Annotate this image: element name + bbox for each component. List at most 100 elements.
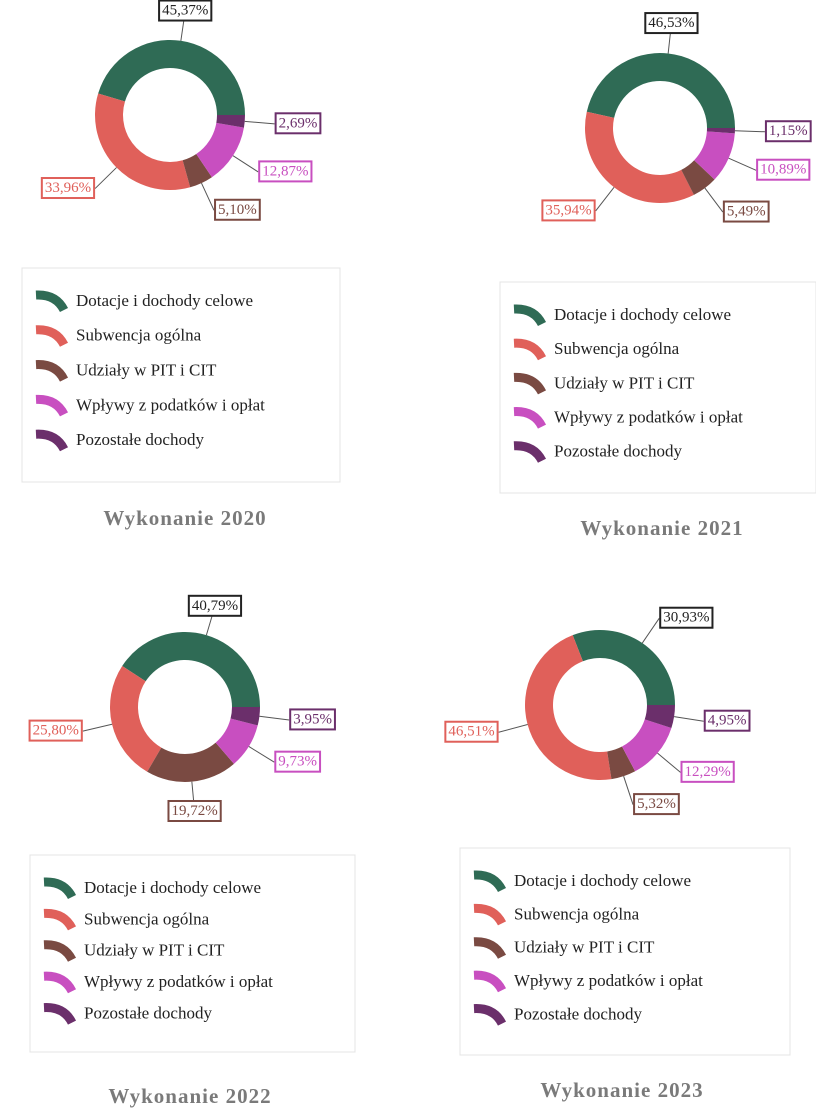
donut-slice xyxy=(572,630,675,705)
legend-label: Udziały w PIT i CIT xyxy=(76,361,217,380)
value-label-box xyxy=(680,760,735,783)
donut-slice xyxy=(147,742,234,782)
donut-slice xyxy=(182,153,212,188)
value-label-box xyxy=(764,120,812,143)
legend-label: Wpływy z podatków i opłat xyxy=(84,972,273,991)
donut-chart: 40,79% 25,80% 19,72% 9,73% 3,95% Dotacje i do… xyxy=(28,594,356,1108)
donut-slice xyxy=(644,705,675,728)
value-label-box xyxy=(644,12,699,35)
value-label: 33,96% xyxy=(45,180,91,196)
donut-slice xyxy=(586,52,735,128)
donut-slice xyxy=(585,111,694,204)
leader-line xyxy=(657,752,681,773)
leader-line xyxy=(498,724,528,733)
legend-label: Subwencja ogólna xyxy=(76,326,202,345)
legend-icon xyxy=(35,394,69,417)
legend-label: Pozostałe dochody xyxy=(554,442,682,461)
chart-title: Wykonanie 2021 xyxy=(580,516,743,540)
value-label: 5,10% xyxy=(218,202,257,218)
legend-icon xyxy=(513,338,547,361)
donut-slice xyxy=(694,131,735,180)
value-label: 2,69% xyxy=(279,115,318,131)
legend-icon xyxy=(43,940,77,963)
value-label-box xyxy=(722,200,770,223)
donut-slice xyxy=(622,719,672,772)
legend-icon xyxy=(473,970,507,993)
value-label: 30,93% xyxy=(663,610,709,626)
value-label: 45,37% xyxy=(162,3,208,19)
donut-slice xyxy=(215,718,258,764)
legend-label: Dotacje i dochody celowe xyxy=(514,871,691,890)
legend-icon xyxy=(513,304,547,327)
leader-line xyxy=(641,618,660,644)
donut-slice xyxy=(525,635,612,780)
value-label-box xyxy=(274,750,322,773)
legend-box xyxy=(459,847,791,1056)
legend-icon xyxy=(513,372,547,395)
legend-icon xyxy=(473,1004,507,1026)
leader-line xyxy=(728,157,757,171)
donut-slice xyxy=(98,40,245,115)
legend-icon xyxy=(35,325,69,348)
value-label: 46,53% xyxy=(648,15,694,31)
legend-label: Wpływy z podatków i opłat xyxy=(76,395,265,414)
legend-icon xyxy=(473,937,507,960)
legend-label: Pozostałe dochody xyxy=(84,1004,212,1023)
donut-slice xyxy=(216,115,245,128)
value-label-box xyxy=(258,160,313,183)
value-label-box xyxy=(158,0,213,22)
legend-icon xyxy=(43,971,77,994)
leader-line xyxy=(595,186,615,212)
value-label-box xyxy=(214,198,261,221)
legend-icon xyxy=(35,360,69,382)
legend-label: Subwencja ogólna xyxy=(554,339,680,358)
value-label: 25,80% xyxy=(33,723,79,739)
value-label: 9,73% xyxy=(278,754,317,770)
legend-label: Wpływy z podatków i opłat xyxy=(514,971,703,990)
value-label-box xyxy=(187,594,243,617)
leader-line xyxy=(734,130,765,133)
value-label: 40,79% xyxy=(192,598,238,614)
leader-line xyxy=(623,776,634,805)
legend-label: Subwencja ogólna xyxy=(84,909,210,928)
legend-icon xyxy=(473,903,507,926)
legend-box xyxy=(499,281,816,494)
legend-icon xyxy=(43,908,77,931)
donut-slice xyxy=(230,707,260,726)
value-label-box xyxy=(40,177,96,200)
donut-chart: 30,93% 46,51% 5,32% 12,29% 4,95% Dotacje i do… xyxy=(444,606,791,1102)
leader-line xyxy=(704,187,724,213)
value-label: 1,15% xyxy=(769,123,808,139)
chart-title: Wykonanie 2023 xyxy=(540,1078,703,1102)
donut-chart: 46,53% 35,94% 5,49% 10,89% 1,15% Dotacje i do… xyxy=(499,12,816,540)
legend-icon xyxy=(35,290,69,313)
leader-line xyxy=(201,182,215,211)
legend-label: Udziały w PIT i CIT xyxy=(514,938,655,957)
leader-line xyxy=(674,716,704,722)
legend-label: Dotacje i dochody celowe xyxy=(554,305,731,324)
leader-line xyxy=(248,746,275,763)
value-label: 12,29% xyxy=(685,764,731,780)
value-label: 4,95% xyxy=(708,713,747,729)
value-label-box xyxy=(541,199,596,222)
legend-icon xyxy=(513,441,547,464)
value-label: 3,95% xyxy=(293,711,332,727)
chart-title: Wykonanie 2022 xyxy=(108,1084,271,1108)
legend-icon xyxy=(43,877,77,900)
legend-label: Dotacje i dochody celowe xyxy=(84,878,261,897)
legend-label: Wpływy z podatków i opłat xyxy=(554,408,743,427)
donut-slice xyxy=(196,122,244,178)
leader-line xyxy=(259,715,290,721)
donut-slice xyxy=(110,665,162,772)
legend-box xyxy=(29,854,356,1053)
leader-line xyxy=(82,723,113,732)
legend-label: Udziały w PIT i CIT xyxy=(84,941,225,960)
value-label-box xyxy=(444,720,499,743)
legend-label: Pozostałe dochody xyxy=(514,1005,642,1024)
legend-box xyxy=(21,267,341,483)
donut-slice xyxy=(681,160,715,195)
leader-line xyxy=(244,120,275,125)
donut-slice xyxy=(95,93,191,190)
value-label-box xyxy=(289,708,336,731)
value-label: 19,72% xyxy=(171,803,217,819)
